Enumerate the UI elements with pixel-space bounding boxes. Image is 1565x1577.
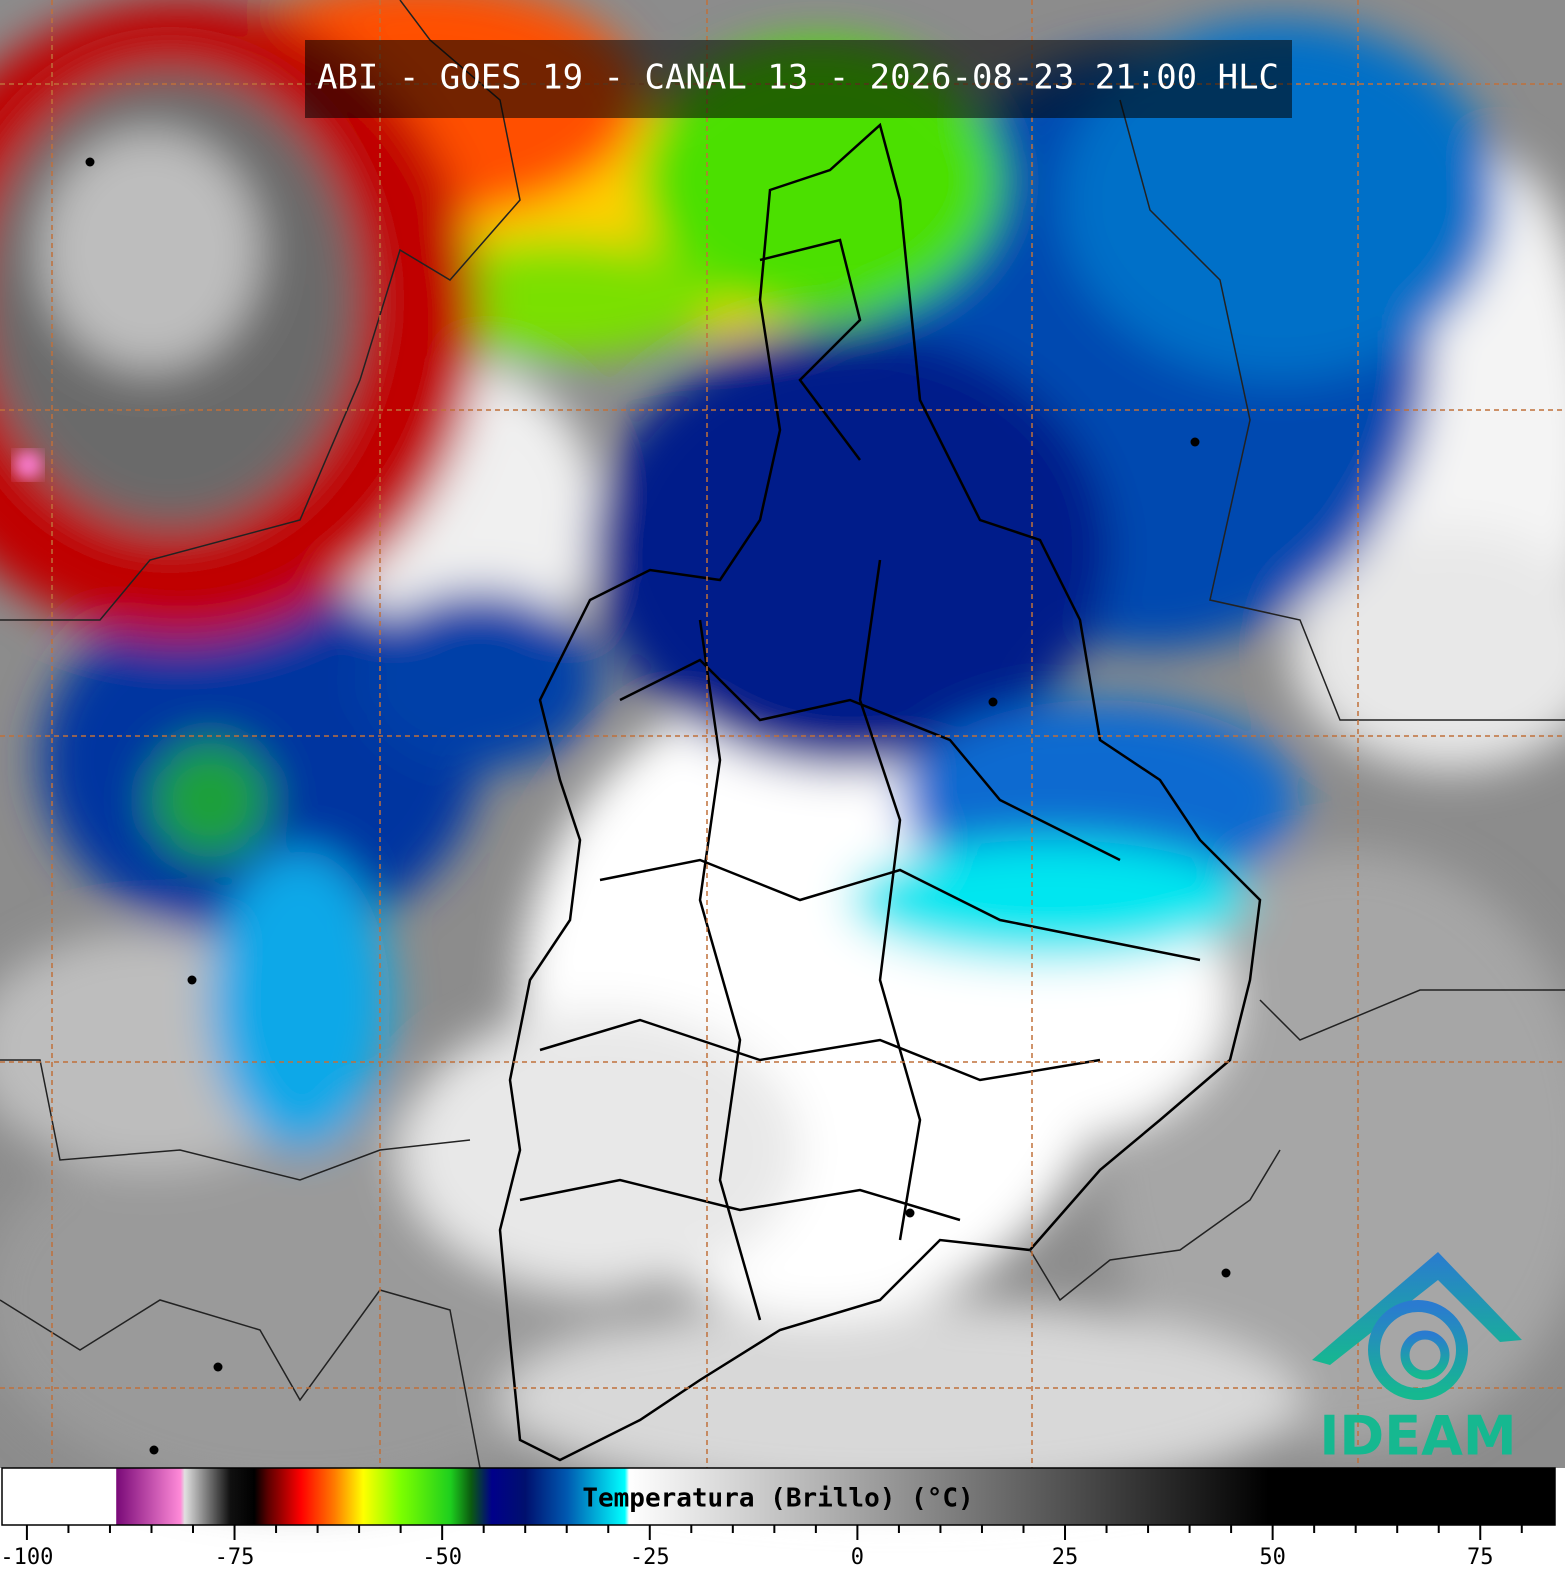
logo-text: IDEAM — [1319, 1405, 1516, 1468]
title: ABI - GOES 19 - CANAL 13 - 2026-08-23 21… — [317, 58, 1279, 98]
borders — [498, 122, 1262, 1462]
logo: IDEAM — [1312, 1252, 1522, 1468]
title-box — [305, 40, 1292, 118]
tick-label: 25 — [1052, 1545, 1079, 1570]
cities — [85, 157, 1231, 1455]
colorbar: Temperatura (Brillo) (°C) -100 -75 -50 -25 0… — [0, 1467, 1556, 1570]
imagery — [0, 0, 1565, 1500]
tick-label: -75 — [215, 1545, 255, 1570]
tick-label: -50 — [422, 1545, 462, 1570]
colorbar-ramp — [1, 1467, 1556, 1526]
tick-label: -100 — [0, 1545, 53, 1570]
tick-label: 50 — [1259, 1545, 1286, 1570]
tick-label: 75 — [1467, 1545, 1494, 1570]
tick-label: 0 — [851, 1545, 864, 1570]
graticule — [0, 0, 1565, 1468]
tick-label: -25 — [630, 1545, 670, 1570]
colorbar-label: Temperatura (Brillo) (°C) — [582, 1484, 973, 1514]
